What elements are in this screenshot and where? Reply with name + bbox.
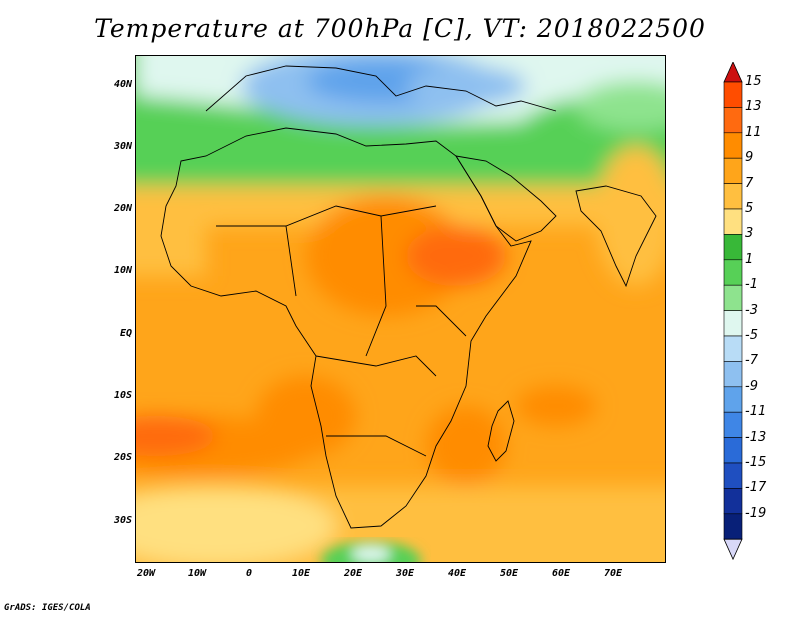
colorbar-segment [723,107,743,134]
page-title: Temperature at 700hPa [C], VT: 201802250… [94,14,706,43]
colorbar-top-arrow [723,62,743,83]
lat-label-30n: 30N [113,141,132,152]
colorbar-segment [723,335,743,362]
colorbar-segment [723,157,743,184]
colorbar-label: -9 [745,378,758,394]
colorbar-segment [723,361,743,388]
colorbar-segment [723,513,743,540]
colorbar-label: -19 [745,505,767,521]
lat-label-eq: EQ [119,328,132,339]
colorbar-label: -11 [745,404,767,420]
lon-label-70e: 70E [603,568,623,579]
footer-credit: GrADS: IGES/COLA [4,603,91,613]
colorbar-label: 1 [745,251,754,267]
colorbar-segment [723,462,743,489]
colorbar-label: 15 [745,74,762,89]
lat-label-20n: 20N [113,203,132,214]
lat-label-10n: 10N [113,265,132,276]
colorbar [723,62,743,560]
map-canvas [136,56,665,562]
temperature-map [135,55,666,563]
colorbar-segment [723,386,743,413]
colorbar-label: -3 [745,302,758,318]
colorbar-segment [723,234,743,261]
colorbar-segment [723,310,743,337]
lon-label-30e: 30E [395,568,415,579]
colorbar-label: -1 [745,277,758,293]
colorbar-segment [723,488,743,515]
colorbar-segment [723,132,743,159]
colorbar-label: -15 [745,455,767,470]
colorbar-segment [723,411,743,438]
colorbar-label: -5 [745,328,758,343]
lon-label-40e: 40E [447,568,467,579]
lon-label-20e: 20E [343,568,363,579]
lon-label-10w: 10W [187,568,207,579]
colorbar-segment [723,208,743,235]
colorbar-label: -7 [745,353,758,369]
colorbar-label: 11 [745,124,762,140]
lon-label-0: 0 [245,568,253,579]
lat-label-20s: 20S [113,452,132,463]
colorbar-label: -13 [745,429,767,445]
coastlines [160,65,657,529]
colorbar-segment [723,284,743,311]
lon-label-60e: 60E [551,568,571,579]
colorbar-segment [723,259,743,286]
colorbar-label: 5 [745,201,754,216]
lon-label-50e: 50E [499,568,519,579]
colorbar-segment [723,81,743,108]
lon-label-20w: 20W [136,568,156,579]
colorbar-label: 3 [745,226,754,242]
colorbar-label: 13 [745,99,762,115]
colorbar-bottom-arrow [723,538,743,560]
colorbar-label: 9 [745,150,754,166]
lon-label-10e: 10E [291,568,311,579]
lat-label-10s: 10S [113,390,132,401]
colorbar-label: 7 [745,175,754,191]
lat-label-40n: 40N [113,79,132,90]
colorbar-segment [723,183,743,210]
colorbar-label: -17 [745,480,767,496]
colorbar-segment [723,437,743,464]
lat-label-30s: 30S [113,515,132,526]
